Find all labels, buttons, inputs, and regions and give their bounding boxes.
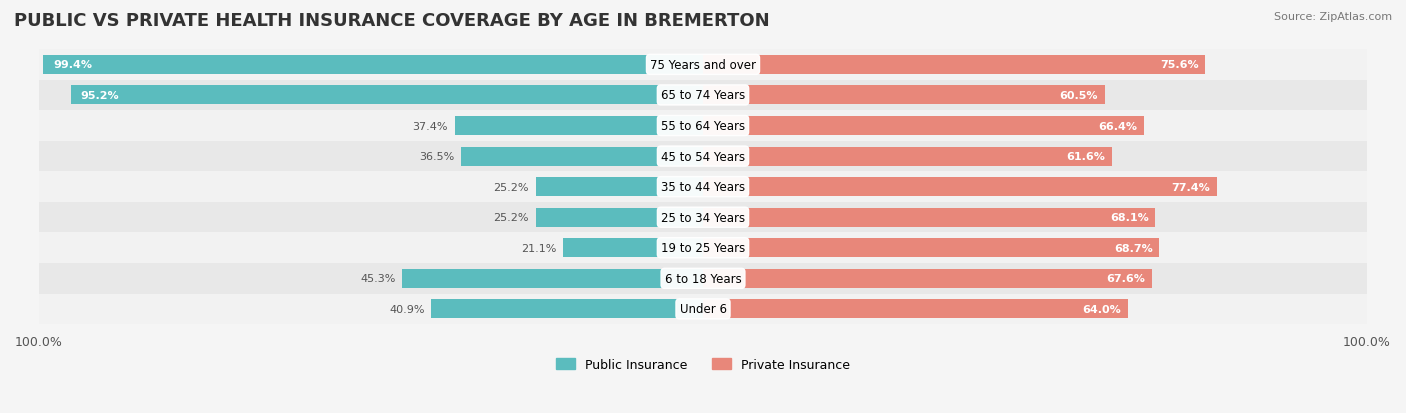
Bar <box>39 263 1367 294</box>
Bar <box>703 269 1152 288</box>
Text: 95.2%: 95.2% <box>80 91 120 101</box>
Text: 75.6%: 75.6% <box>1160 60 1198 70</box>
Bar <box>432 300 703 318</box>
Text: Source: ZipAtlas.com: Source: ZipAtlas.com <box>1274 12 1392 22</box>
Text: 36.5%: 36.5% <box>419 152 454 161</box>
Bar <box>454 117 703 135</box>
Bar <box>703 147 1112 166</box>
Bar <box>39 294 1367 324</box>
Text: 68.7%: 68.7% <box>1114 243 1153 253</box>
Bar <box>70 86 703 105</box>
Text: 19 to 25 Years: 19 to 25 Years <box>661 242 745 255</box>
Bar <box>39 172 1367 202</box>
Bar <box>703 117 1144 135</box>
Text: 35 to 44 Years: 35 to 44 Years <box>661 181 745 194</box>
Text: 77.4%: 77.4% <box>1171 182 1211 192</box>
Bar <box>39 202 1367 233</box>
Text: 25 to 34 Years: 25 to 34 Years <box>661 211 745 224</box>
Text: 64.0%: 64.0% <box>1083 304 1122 314</box>
Text: 68.1%: 68.1% <box>1109 213 1149 223</box>
Bar <box>39 233 1367 263</box>
Text: 45.3%: 45.3% <box>360 274 395 284</box>
Text: 75 Years and over: 75 Years and over <box>650 59 756 72</box>
Text: 45 to 54 Years: 45 to 54 Years <box>661 150 745 163</box>
Text: 40.9%: 40.9% <box>389 304 425 314</box>
Text: 67.6%: 67.6% <box>1107 274 1146 284</box>
Bar <box>536 178 703 197</box>
Text: 37.4%: 37.4% <box>412 121 449 131</box>
Bar <box>44 56 703 75</box>
Text: 6 to 18 Years: 6 to 18 Years <box>665 272 741 285</box>
Bar <box>562 239 703 258</box>
Bar <box>402 269 703 288</box>
Text: 60.5%: 60.5% <box>1060 91 1098 101</box>
Text: 61.6%: 61.6% <box>1067 152 1105 161</box>
Bar <box>703 56 1205 75</box>
Bar <box>39 50 1367 81</box>
Bar <box>703 300 1128 318</box>
Text: 99.4%: 99.4% <box>53 60 91 70</box>
Bar <box>703 86 1105 105</box>
Bar <box>39 81 1367 111</box>
Bar <box>703 208 1156 227</box>
Text: 21.1%: 21.1% <box>520 243 557 253</box>
Text: Under 6: Under 6 <box>679 303 727 316</box>
Bar <box>461 147 703 166</box>
Text: PUBLIC VS PRIVATE HEALTH INSURANCE COVERAGE BY AGE IN BREMERTON: PUBLIC VS PRIVATE HEALTH INSURANCE COVER… <box>14 12 769 30</box>
Bar <box>703 239 1159 258</box>
Bar <box>703 178 1218 197</box>
Legend: Public Insurance, Private Insurance: Public Insurance, Private Insurance <box>551 353 855 376</box>
Text: 65 to 74 Years: 65 to 74 Years <box>661 89 745 102</box>
Text: 66.4%: 66.4% <box>1098 121 1137 131</box>
Text: 55 to 64 Years: 55 to 64 Years <box>661 120 745 133</box>
Bar <box>39 111 1367 141</box>
Text: 25.2%: 25.2% <box>494 182 529 192</box>
Text: 25.2%: 25.2% <box>494 213 529 223</box>
Bar <box>39 141 1367 172</box>
Bar <box>536 208 703 227</box>
